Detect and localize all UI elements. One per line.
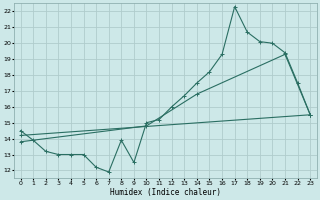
X-axis label: Humidex (Indice chaleur): Humidex (Indice chaleur) — [110, 188, 221, 197]
